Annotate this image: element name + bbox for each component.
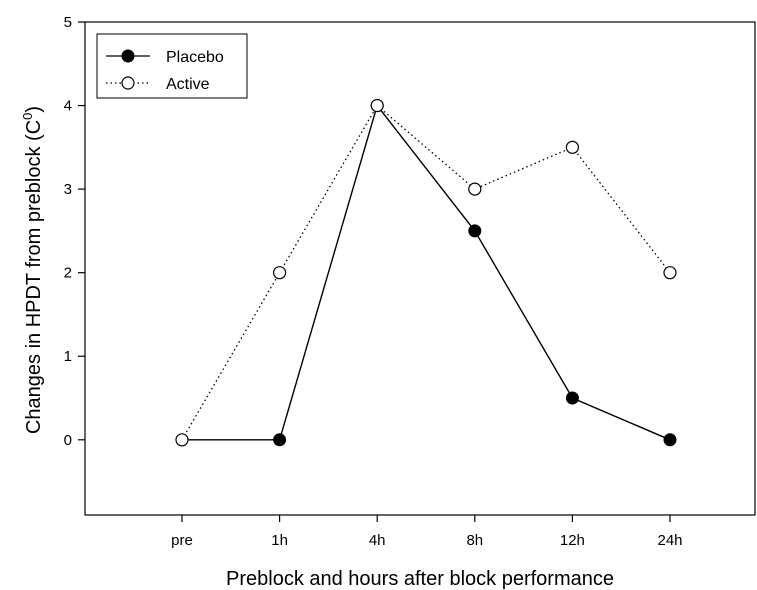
x-axis-title: Preblock and hours after block performan…	[226, 568, 614, 590]
legend-placebo-label: Placebo	[166, 49, 224, 66]
y-tick-label: 1	[64, 348, 72, 365]
x-tick-label: 24h	[657, 532, 682, 549]
x-tick-label: 12h	[560, 532, 585, 549]
y-tick-label: 5	[64, 14, 72, 31]
active-point	[175, 433, 189, 447]
y-axis-title: Changes in HPDT from preblock (C0)	[20, 106, 45, 434]
x-tick-label: 4h	[369, 532, 386, 549]
placebo-point	[663, 433, 677, 447]
active-point	[663, 266, 677, 280]
y-axis-title-suffix: )	[23, 106, 45, 113]
active-point	[370, 98, 384, 113]
y-tick-label: 3	[64, 181, 72, 198]
y-tick-label: 0	[64, 432, 72, 449]
placebo-point	[565, 391, 579, 405]
plot-frame	[84, 21, 756, 516]
placebo-point	[468, 224, 482, 238]
legend-placebo-marker	[121, 49, 135, 63]
legend: Placebo Active	[96, 33, 248, 99]
x-tick-label: 1h	[271, 532, 288, 549]
y-axis-title-main: Changes in HPDT from preblock (C	[23, 120, 45, 434]
active-series-line	[181, 104, 671, 441]
x-axis: pre 1h 4h 8h 12h 24h	[171, 515, 683, 549]
y-axis: 0 1 2 3 4 5	[64, 14, 85, 449]
legend-box	[96, 33, 248, 99]
active-point	[273, 266, 287, 280]
y-tick-label: 2	[64, 265, 72, 282]
legend-active-marker	[121, 76, 135, 90]
legend-active-label: Active	[166, 76, 210, 93]
y-tick-label: 4	[64, 98, 72, 115]
x-tick-label: 8h	[466, 532, 483, 549]
placebo-point	[273, 433, 287, 447]
x-tick-label: pre	[171, 532, 193, 549]
placebo-series-line	[182, 104, 671, 441]
active-point	[565, 140, 580, 154]
active-point	[468, 182, 482, 196]
series-layer	[175, 98, 677, 447]
y-axis-title-superscript: 0	[20, 113, 35, 120]
